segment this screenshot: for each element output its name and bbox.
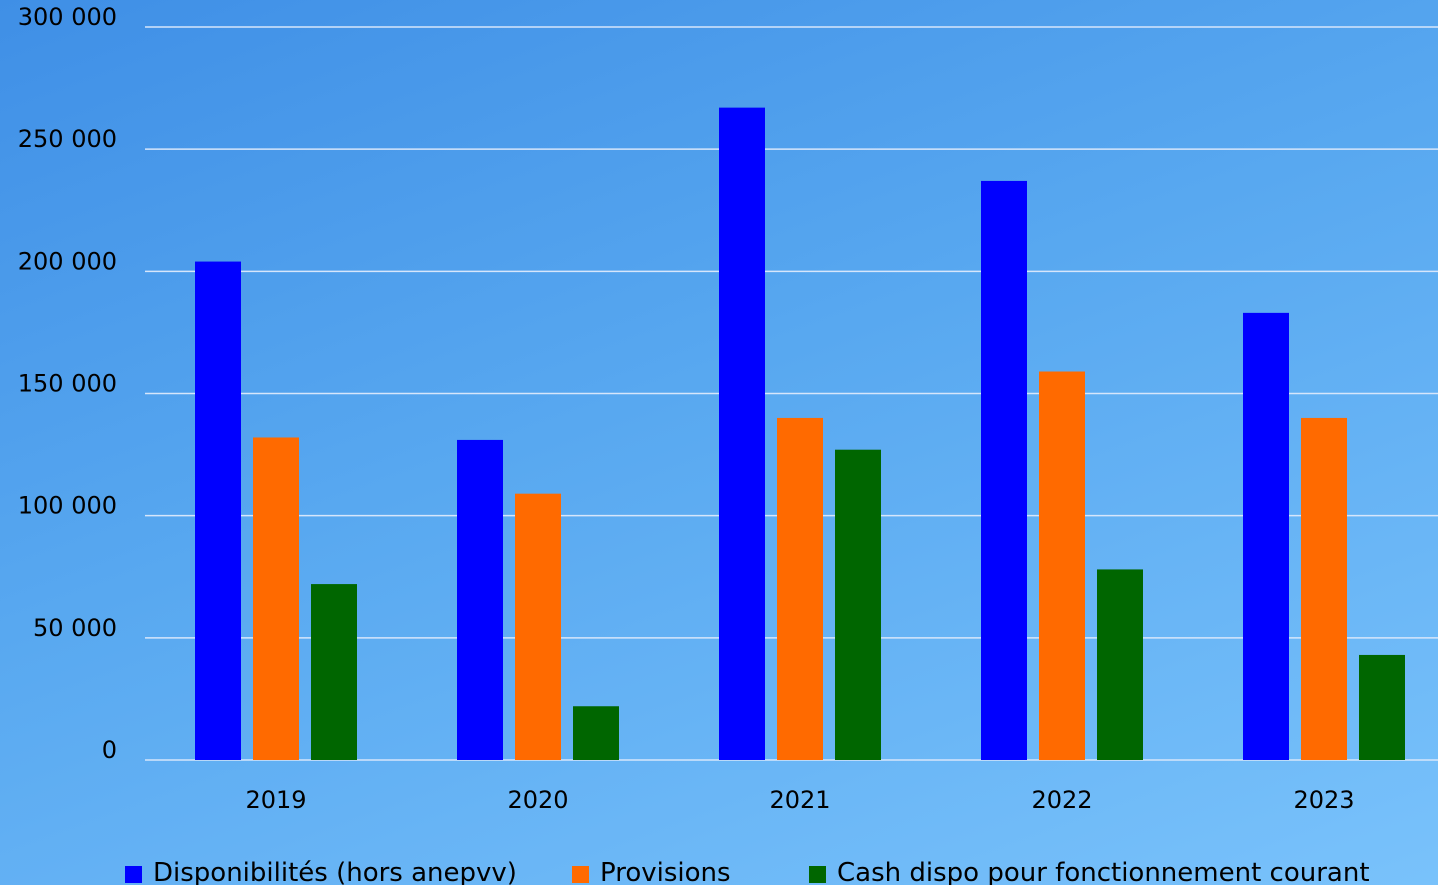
x-tick-label: 2021 (769, 786, 830, 814)
legend-swatch (125, 866, 142, 883)
y-tick-label: 300 000 (18, 3, 117, 31)
bar-cash-dispo-pour-fonctionnement-courant-2022 (1097, 569, 1143, 760)
bar-provisions-2021 (777, 417, 823, 760)
x-tick-label: 2019 (245, 786, 306, 814)
y-tick-label: 0 (102, 736, 117, 764)
legend-label: Disponibilités (hors anepvv) (153, 858, 517, 885)
bar-disponibilit-s-hors-anepvv--2020 (457, 439, 503, 760)
legend-label: Provisions (600, 858, 731, 885)
y-tick-label: 200 000 (18, 247, 117, 275)
x-tick-label: 2020 (507, 786, 568, 814)
bar-cash-dispo-pour-fonctionnement-courant-2023 (1359, 654, 1405, 760)
x-axis: 2019 2020 2021 2022 2023 (245, 786, 1354, 814)
legend-swatch (809, 866, 826, 883)
bar-disponibilit-s-hors-anepvv--2023 (1243, 312, 1289, 760)
x-tick-label: 2023 (1293, 786, 1354, 814)
bars (195, 107, 1405, 760)
y-tick-label: 100 000 (18, 492, 117, 520)
y-tick-label: 150 000 (18, 370, 117, 398)
y-tick-label: 50 000 (33, 614, 117, 642)
bar-disponibilit-s-hors-anepvv--2021 (719, 107, 765, 760)
y-tick-label: 250 000 (18, 125, 117, 153)
legend: Disponibilités (hors anepvv) Provisions Ca… (125, 858, 1370, 885)
bar-provisions-2020 (515, 493, 561, 760)
legend-swatch (572, 866, 589, 883)
bar-disponibilit-s-hors-anepvv--2022 (981, 180, 1027, 760)
y-axis: 0 50 000 100 000 150 000 200 000 250 000 300 0… (18, 3, 117, 764)
bar-provisions-2019 (253, 437, 299, 760)
bar-provisions-2023 (1301, 417, 1347, 760)
bar-disponibilit-s-hors-anepvv--2019 (195, 261, 241, 760)
bar-cash-dispo-pour-fonctionnement-courant-2021 (835, 449, 881, 760)
legend-label: Cash dispo pour fonctionnement courant (837, 858, 1370, 885)
x-tick-label: 2022 (1031, 786, 1092, 814)
bar-cash-dispo-pour-fonctionnement-courant-2019 (311, 584, 357, 760)
bar-cash-dispo-pour-fonctionnement-courant-2020 (573, 706, 619, 760)
bar-provisions-2022 (1039, 371, 1085, 760)
